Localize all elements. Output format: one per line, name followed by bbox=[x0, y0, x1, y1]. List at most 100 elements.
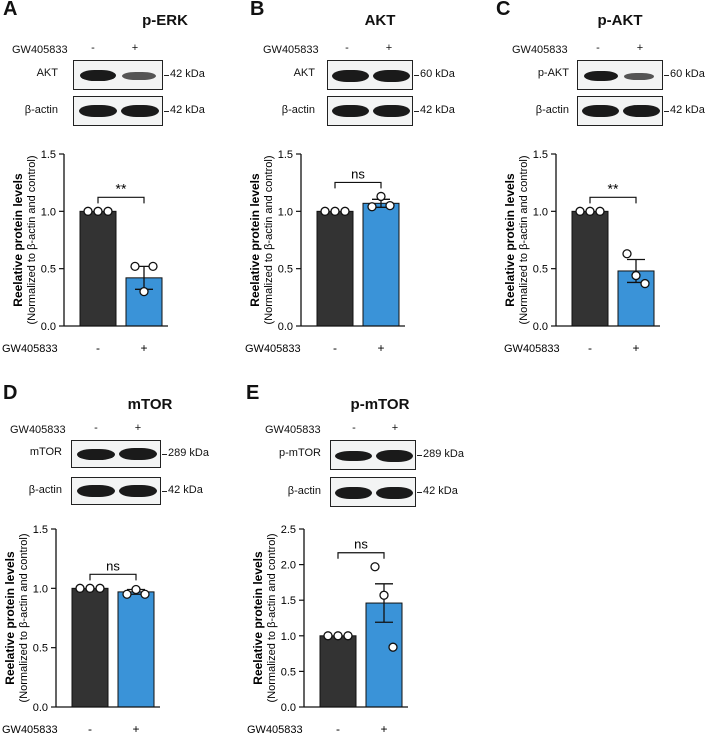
panel-title: AKT bbox=[364, 12, 396, 29]
data-point bbox=[343, 631, 353, 641]
data-point bbox=[370, 562, 380, 572]
x-axis-label: GW405833 bbox=[247, 724, 303, 736]
y-axis-sublabel: (Normalized to β-actin and control) bbox=[18, 534, 30, 703]
treatment-label: GW405833 bbox=[512, 44, 568, 56]
blot-band bbox=[119, 485, 157, 497]
western-blot bbox=[577, 96, 663, 126]
x-category-label: + bbox=[140, 341, 147, 355]
blot-band bbox=[122, 72, 156, 80]
x-axis-label: GW405833 bbox=[2, 343, 58, 355]
y-tick-label: 1.5 bbox=[33, 524, 48, 536]
data-point bbox=[631, 270, 641, 281]
blot-band bbox=[373, 70, 410, 82]
blot-label: AKT bbox=[293, 67, 315, 79]
bar-chart-e: 0.0 0.5 1.0 1.5 2.0 2.5 Reelative protein leve… bbox=[247, 524, 408, 736]
blot-band bbox=[79, 105, 117, 117]
data-point bbox=[622, 249, 632, 259]
panel-title: mTOR bbox=[127, 396, 173, 413]
western-blot bbox=[71, 440, 161, 468]
y-tick-label: 0.0 bbox=[41, 321, 56, 333]
y-tick-label: 0.5 bbox=[33, 643, 48, 655]
y-tick-label: 0.5 bbox=[278, 264, 293, 276]
significance-bracket bbox=[334, 181, 382, 189]
data-point bbox=[367, 202, 377, 212]
data-point bbox=[95, 583, 105, 593]
y-tick-label: 2.5 bbox=[281, 524, 296, 536]
significance-bracket bbox=[589, 196, 637, 204]
data-point bbox=[379, 590, 389, 600]
y-tick-label: 0.5 bbox=[281, 666, 296, 678]
plus-sign: + bbox=[385, 42, 393, 54]
kda-label: 42 kDa bbox=[164, 68, 205, 80]
blot-label: AKT bbox=[36, 67, 58, 79]
blot-label: β-actin bbox=[24, 104, 58, 116]
western-blot bbox=[73, 96, 163, 126]
y-axis-label: Reelative protein levels bbox=[11, 173, 25, 307]
data-point bbox=[148, 261, 158, 272]
y-axis-label: Reelative protein levels bbox=[248, 173, 262, 307]
kda-label: 60 kDa bbox=[414, 68, 455, 80]
western-blot bbox=[327, 60, 413, 90]
plus-sign: + bbox=[636, 42, 644, 54]
plus-sign: + bbox=[134, 422, 142, 434]
significance-label: ** bbox=[116, 180, 127, 196]
x-category-label: - bbox=[336, 722, 340, 736]
western-blot bbox=[330, 440, 416, 470]
data-point bbox=[320, 206, 330, 216]
y-axis-sublabel: (Normalized to β-actin and control) bbox=[266, 534, 278, 703]
data-point bbox=[122, 589, 132, 599]
minus-sign: - bbox=[596, 42, 600, 54]
data-point bbox=[640, 278, 650, 289]
data-point bbox=[131, 584, 141, 595]
bar bbox=[79, 210, 117, 327]
data-point bbox=[83, 206, 93, 216]
y-tick-label: 1.0 bbox=[278, 206, 293, 218]
blot-label: mTOR bbox=[29, 446, 62, 458]
data-point bbox=[585, 206, 595, 216]
data-point bbox=[595, 206, 605, 216]
y-axis-sublabel: (Normalized to β-actin and control) bbox=[26, 156, 38, 325]
data-point bbox=[376, 191, 386, 202]
plus-sign: + bbox=[391, 422, 399, 434]
blot-label: p-AKT bbox=[537, 67, 569, 79]
blot-band bbox=[582, 105, 619, 117]
data-point bbox=[388, 642, 398, 652]
western-blot bbox=[327, 96, 413, 126]
y-tick-label: 1.0 bbox=[281, 631, 296, 643]
kda-label: 289 kDa bbox=[417, 448, 464, 460]
bar bbox=[362, 202, 400, 327]
y-tick-label: 1.5 bbox=[278, 149, 293, 161]
y-tick-label: 1.0 bbox=[41, 206, 56, 218]
x-category-label: + bbox=[632, 341, 639, 355]
data-point bbox=[139, 286, 149, 297]
y-axis-sublabel: (Normalized to β-actin and control) bbox=[518, 156, 530, 325]
x-category-label: - bbox=[96, 341, 100, 355]
y-tick-label: 2.0 bbox=[281, 560, 296, 572]
data-point bbox=[103, 206, 113, 216]
data-point bbox=[130, 261, 140, 272]
blot-band bbox=[121, 105, 159, 117]
y-tick-label: 1.5 bbox=[281, 595, 296, 607]
x-category-label: + bbox=[377, 341, 384, 355]
treatment-label: GW405833 bbox=[263, 44, 319, 56]
blot-band bbox=[332, 70, 369, 82]
western-blot bbox=[73, 60, 163, 90]
x-axis-label: GW405833 bbox=[245, 343, 301, 355]
data-point bbox=[85, 583, 95, 593]
treatment-label: GW405833 bbox=[265, 424, 321, 436]
treatment-label: GW405833 bbox=[10, 424, 66, 436]
y-axis-label: Reelative protein levels bbox=[3, 551, 17, 685]
panel-letter: A bbox=[3, 0, 18, 20]
minus-sign: - bbox=[345, 42, 349, 54]
y-tick-label: 1.5 bbox=[41, 149, 56, 161]
bar bbox=[71, 587, 109, 708]
significance-bracket bbox=[337, 552, 385, 559]
significance-label: ns bbox=[106, 558, 120, 573]
y-tick-label: 0.0 bbox=[281, 702, 296, 714]
significance-bracket bbox=[89, 573, 137, 581]
significance-label: ns bbox=[351, 166, 365, 181]
blot-band bbox=[119, 448, 157, 460]
blot-band bbox=[335, 451, 372, 461]
kda-label: 42 kDa bbox=[664, 104, 705, 116]
bar-chart-b: 0.0 0.5 1.0 1.5 Reelative protein levels (Nor… bbox=[245, 149, 405, 355]
